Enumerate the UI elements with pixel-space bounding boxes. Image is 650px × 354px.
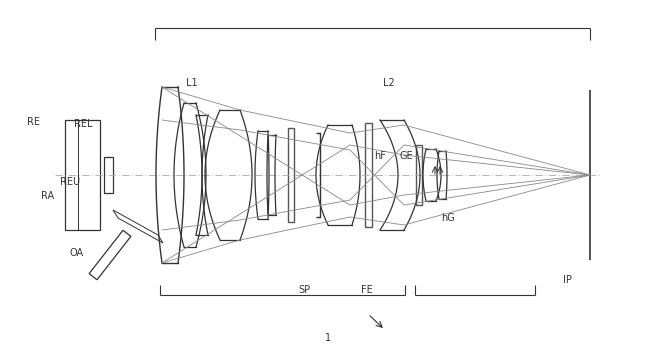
Text: RE: RE bbox=[27, 117, 40, 127]
Text: REL: REL bbox=[74, 119, 92, 129]
Text: OA: OA bbox=[70, 248, 84, 258]
Text: SP: SP bbox=[298, 285, 310, 295]
Text: RA: RA bbox=[41, 192, 54, 201]
Text: FE: FE bbox=[361, 285, 373, 295]
Text: L1: L1 bbox=[186, 78, 198, 88]
Text: 1: 1 bbox=[325, 333, 332, 343]
Text: hF: hF bbox=[374, 151, 386, 161]
Text: hG: hG bbox=[441, 213, 456, 223]
Bar bbox=[104, 157, 113, 193]
Text: L2: L2 bbox=[383, 78, 395, 88]
Text: GE: GE bbox=[400, 151, 413, 161]
Text: IP: IP bbox=[563, 275, 572, 285]
Bar bbox=[416, 145, 422, 205]
Bar bbox=[65, 120, 100, 230]
Bar bbox=[365, 123, 372, 227]
Bar bbox=[288, 128, 294, 222]
Text: REU: REU bbox=[60, 177, 80, 187]
